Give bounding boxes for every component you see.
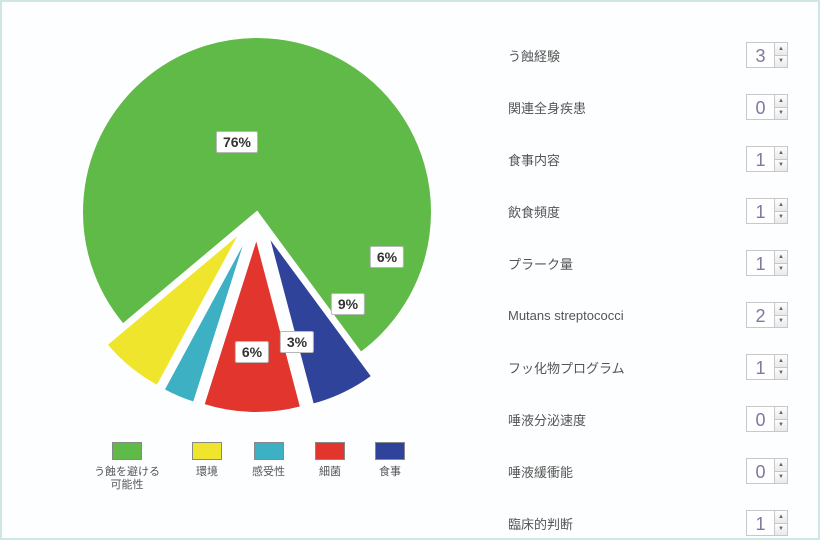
form-row: 臨床的判断 1▲▼ bbox=[508, 510, 788, 536]
stepper-value: 1 bbox=[746, 198, 774, 224]
form-row: う蝕経験 3▲▼ bbox=[508, 42, 788, 68]
form-row: 唾液分泌速度 0▲▼ bbox=[508, 406, 788, 432]
stepper-down-button[interactable]: ▼ bbox=[774, 315, 788, 329]
stepper-value: 3 bbox=[746, 42, 774, 68]
stepper-buttons: ▲▼ bbox=[774, 458, 788, 484]
stepper-buttons: ▲▼ bbox=[774, 42, 788, 68]
stepper-up-button[interactable]: ▲ bbox=[774, 458, 788, 471]
stepper-up-button[interactable]: ▲ bbox=[774, 250, 788, 263]
form-label: 臨床的判断 bbox=[508, 514, 573, 533]
legend-label: 感受性 bbox=[252, 466, 285, 479]
stepper-buttons: ▲▼ bbox=[774, 510, 788, 536]
stepper-up-button[interactable]: ▲ bbox=[774, 302, 788, 315]
legend-item: 環境 bbox=[192, 442, 222, 479]
stepper-down-button[interactable]: ▼ bbox=[774, 107, 788, 121]
legend-swatch bbox=[315, 442, 345, 460]
stepper-down-button[interactable]: ▼ bbox=[774, 55, 788, 69]
stepper-value: 1 bbox=[746, 354, 774, 380]
form-row: 飲食頻度 1▲▼ bbox=[508, 198, 788, 224]
legend-label: 細菌 bbox=[319, 466, 341, 479]
stepper-value: 1 bbox=[746, 510, 774, 536]
form-label: 唾液緩衝能 bbox=[508, 462, 573, 481]
legend-label: 環境 bbox=[196, 466, 218, 479]
legend-item: 食事 bbox=[375, 442, 405, 479]
stepper-down-button[interactable]: ▼ bbox=[774, 419, 788, 433]
form-label: う蝕経験 bbox=[508, 46, 560, 65]
stepper-down-button[interactable]: ▼ bbox=[774, 211, 788, 225]
legend-label: う蝕を避ける可能性 bbox=[92, 466, 162, 492]
stepper-buttons: ▲▼ bbox=[774, 198, 788, 224]
stepper-value: 0 bbox=[746, 94, 774, 120]
stepper-value: 2 bbox=[746, 302, 774, 328]
stepper-up-button[interactable]: ▲ bbox=[774, 198, 788, 211]
quantity-stepper[interactable]: 1▲▼ bbox=[746, 354, 788, 380]
quantity-stepper[interactable]: 1▲▼ bbox=[746, 510, 788, 536]
stepper-up-button[interactable]: ▲ bbox=[774, 146, 788, 159]
form-row: プラーク量 1▲▼ bbox=[508, 250, 788, 276]
form-label: フッ化物プログラム bbox=[508, 358, 625, 377]
stepper-buttons: ▲▼ bbox=[774, 354, 788, 380]
quantity-stepper[interactable]: 0▲▼ bbox=[746, 406, 788, 432]
stepper-up-button[interactable]: ▲ bbox=[774, 406, 788, 419]
quantity-stepper[interactable]: 1▲▼ bbox=[746, 198, 788, 224]
quantity-stepper[interactable]: 1▲▼ bbox=[746, 146, 788, 172]
app-frame: 76%6%9%3%6% う蝕を避ける可能性環境感受性細菌食事 う蝕経験3▲▼関連… bbox=[0, 0, 820, 540]
stepper-down-button[interactable]: ▼ bbox=[774, 471, 788, 485]
legend-item: う蝕を避ける可能性 bbox=[92, 442, 162, 492]
legend-swatch bbox=[375, 442, 405, 460]
legend: う蝕を避ける可能性 環境 感受性 細菌 食事 bbox=[92, 442, 492, 492]
legend-swatch bbox=[192, 442, 222, 460]
stepper-down-button[interactable]: ▼ bbox=[774, 367, 788, 381]
form-label: 飲食頻度 bbox=[508, 202, 560, 221]
pie-chart: 76% 6% 9% 3% 6% bbox=[42, 22, 482, 422]
stepper-buttons: ▲▼ bbox=[774, 94, 788, 120]
stepper-up-button[interactable]: ▲ bbox=[774, 354, 788, 367]
form-row: 食事内容 1▲▼ bbox=[508, 146, 788, 172]
quantity-stepper[interactable]: 0▲▼ bbox=[746, 94, 788, 120]
legend-label: 食事 bbox=[379, 466, 401, 479]
form-row: フッ化物プログラム 1▲▼ bbox=[508, 354, 788, 380]
form-label: Mutans streptococci bbox=[508, 308, 624, 323]
form-label: 関連全身疾患 bbox=[508, 98, 586, 117]
pie-slice-label: 76% bbox=[216, 131, 258, 153]
stepper-up-button[interactable]: ▲ bbox=[774, 94, 788, 107]
legend-item: 感受性 bbox=[252, 442, 285, 479]
stepper-up-button[interactable]: ▲ bbox=[774, 510, 788, 523]
legend-swatch bbox=[112, 442, 142, 460]
form-label: 食事内容 bbox=[508, 150, 560, 169]
quantity-stepper[interactable]: 3▲▼ bbox=[746, 42, 788, 68]
quantity-stepper[interactable]: 0▲▼ bbox=[746, 458, 788, 484]
stepper-buttons: ▲▼ bbox=[774, 406, 788, 432]
stepper-down-button[interactable]: ▼ bbox=[774, 523, 788, 537]
pie-slice-label: 6% bbox=[370, 246, 404, 268]
stepper-down-button[interactable]: ▼ bbox=[774, 263, 788, 277]
pie-slice-label: 3% bbox=[280, 331, 314, 353]
pie-slice-label: 9% bbox=[331, 293, 365, 315]
form-label: 唾液分泌速度 bbox=[508, 410, 586, 429]
stepper-up-button[interactable]: ▲ bbox=[774, 42, 788, 55]
stepper-down-button[interactable]: ▼ bbox=[774, 159, 788, 173]
stepper-value: 1 bbox=[746, 146, 774, 172]
quantity-stepper[interactable]: 2▲▼ bbox=[746, 302, 788, 328]
stepper-buttons: ▲▼ bbox=[774, 302, 788, 328]
stepper-value: 0 bbox=[746, 406, 774, 432]
form-label: プラーク量 bbox=[508, 254, 573, 273]
stepper-value: 1 bbox=[746, 250, 774, 276]
legend-swatch bbox=[254, 442, 284, 460]
form-row: Mutans streptococci 2▲▼ bbox=[508, 302, 788, 328]
stepper-buttons: ▲▼ bbox=[774, 146, 788, 172]
stepper-value: 0 bbox=[746, 458, 774, 484]
legend-item: 細菌 bbox=[315, 442, 345, 479]
pie-slice-label: 6% bbox=[235, 341, 269, 363]
form-row: 唾液緩衝能 0▲▼ bbox=[508, 458, 788, 484]
form-row: 関連全身疾患 0▲▼ bbox=[508, 94, 788, 120]
quantity-stepper[interactable]: 1▲▼ bbox=[746, 250, 788, 276]
stepper-buttons: ▲▼ bbox=[774, 250, 788, 276]
form-panel: う蝕経験3▲▼関連全身疾患0▲▼食事内容1▲▼飲食頻度1▲▼プラーク量1▲▼Mu… bbox=[508, 42, 788, 536]
